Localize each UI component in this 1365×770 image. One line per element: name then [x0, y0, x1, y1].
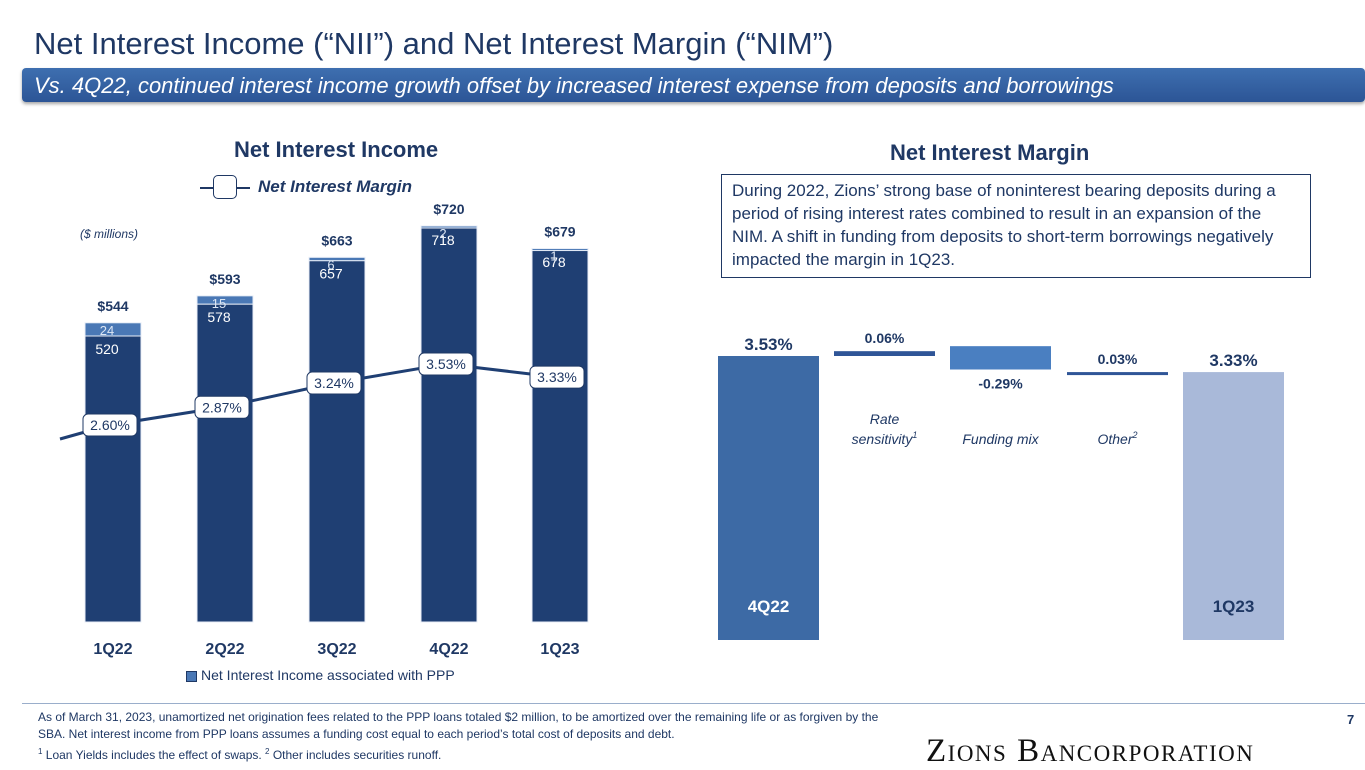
nim-delta-value-label: 0.06%	[865, 330, 905, 346]
nim-total-category-label: 4Q22	[748, 597, 790, 616]
nim-delta-bar	[1067, 372, 1168, 376]
nim-delta-category-label: Rate sensitivity1	[852, 411, 918, 447]
nim-point-marker	[306, 371, 362, 395]
nii-core-value-label: 578	[207, 309, 231, 325]
page-title: Net Interest Income (“NII”) and Net Inte…	[34, 26, 834, 61]
footer-divider	[22, 703, 1365, 704]
nim-delta-bar	[834, 351, 935, 356]
nim-total-bar	[1183, 372, 1284, 640]
nim-total-category-label: 1Q23	[1213, 597, 1255, 616]
nii-ppp-value-label: 2	[439, 226, 446, 241]
ppp-legend-label: Net Interest Income associated with PPP	[201, 667, 455, 683]
nii-ppp-value-label: 6	[327, 257, 334, 272]
nim-point-marker	[194, 395, 250, 419]
footnote-ppp: As of March 31, 2023, unamortized net or…	[38, 710, 879, 741]
nii-category-label: 1Q22	[93, 641, 132, 658]
nim-delta-value-label: 0.03%	[1098, 351, 1138, 367]
nim-total-value-label: 3.53%	[744, 335, 792, 354]
nim-point-label: 2.87%	[202, 399, 242, 415]
nii-bar-ppp	[84, 322, 142, 337]
nii-total-label: $544	[97, 298, 128, 314]
nii-ppp-value-label: 1	[550, 249, 557, 264]
nii-category-label: 1Q23	[540, 641, 579, 658]
nii-total-label: $679	[544, 224, 575, 240]
nii-bar-ppp	[308, 256, 366, 262]
nim-total-bar	[718, 356, 819, 640]
ppp-legend: Net Interest Income associated with PPP	[186, 667, 455, 683]
footnote-1-mark: 1	[38, 747, 43, 756]
nim-legend-marker	[213, 175, 237, 199]
nim-legend: Net Interest Margin	[200, 174, 460, 200]
nii-core-value-label: 520	[95, 341, 119, 357]
nii-total-label: $720	[433, 201, 464, 217]
nii-bar-core	[84, 335, 142, 623]
nii-chart-title: Net Interest Income	[234, 137, 439, 162]
nim-delta-value-label: -0.29%	[978, 376, 1023, 392]
nii-core-value-label: 678	[542, 254, 566, 270]
subtitle-text: Vs. 4Q22, continued interest income grow…	[34, 73, 1114, 98]
footnote-1-text: Loan Yields includes the effect of swaps…	[42, 748, 266, 762]
nim-total-value-label: 3.33%	[1209, 351, 1257, 370]
nim-point-label: 2.60%	[90, 417, 130, 433]
nim-point-label: 3.33%	[537, 369, 577, 385]
nii-core-value-label: 718	[431, 232, 455, 248]
page-number: 7	[1347, 712, 1355, 727]
footnotes: As of March 31, 2023, unamortized net or…	[38, 709, 898, 764]
nii-bar-ppp	[531, 248, 589, 252]
nii-total-label: $593	[209, 271, 240, 287]
nii-bar-core	[420, 226, 478, 623]
nim-waterfall-chart: 3.53% 4Q22 0.06% Rate sensitivity1 -0.29% Fund…	[718, 330, 1284, 640]
nii-category-label: 2Q22	[205, 641, 244, 658]
units-label: ($ millions)	[80, 227, 139, 241]
nim-point-marker	[418, 352, 474, 376]
nim-point-marker	[82, 413, 138, 437]
company-logo: Zions Bancorporation	[926, 733, 1255, 769]
nim-delta-category-label: Funding mix	[962, 431, 1039, 447]
footnote-2-text: Other includes securities runoff.	[269, 748, 442, 762]
nii-ppp-value-label: 24	[100, 323, 114, 338]
nii-bar-ppp	[196, 295, 254, 305]
ppp-legend-swatch	[186, 670, 197, 682]
nim-delta-bar	[950, 346, 1051, 370]
nim-legend-label: Net Interest Margin	[258, 177, 412, 196]
nii-core-value-label: 657	[319, 266, 343, 282]
nim-explanation-box: During 2022, Zions’ strong base of nonin…	[721, 174, 1311, 278]
nim-point-label: 3.24%	[314, 375, 354, 391]
nii-bar-core	[531, 248, 589, 623]
nii-bar-ppp	[420, 225, 478, 229]
nii-category-label: 3Q22	[317, 641, 356, 658]
nii-category-label: 4Q22	[429, 641, 468, 658]
subtitle-banner: Vs. 4Q22, continued interest income grow…	[22, 68, 1365, 102]
nim-chart-title: Net Interest Margin	[890, 140, 1090, 165]
footnote-numbered: 1 Loan Yields includes the effect of swa…	[38, 743, 898, 764]
nim-delta-category-label: Other2	[1097, 430, 1137, 447]
nim-point-label: 3.53%	[426, 356, 466, 372]
nii-total-label: $663	[321, 232, 352, 248]
nii-ppp-value-label: 15	[212, 296, 226, 311]
footnote-2-mark: 2	[265, 747, 270, 756]
nim-point-marker	[529, 365, 585, 389]
